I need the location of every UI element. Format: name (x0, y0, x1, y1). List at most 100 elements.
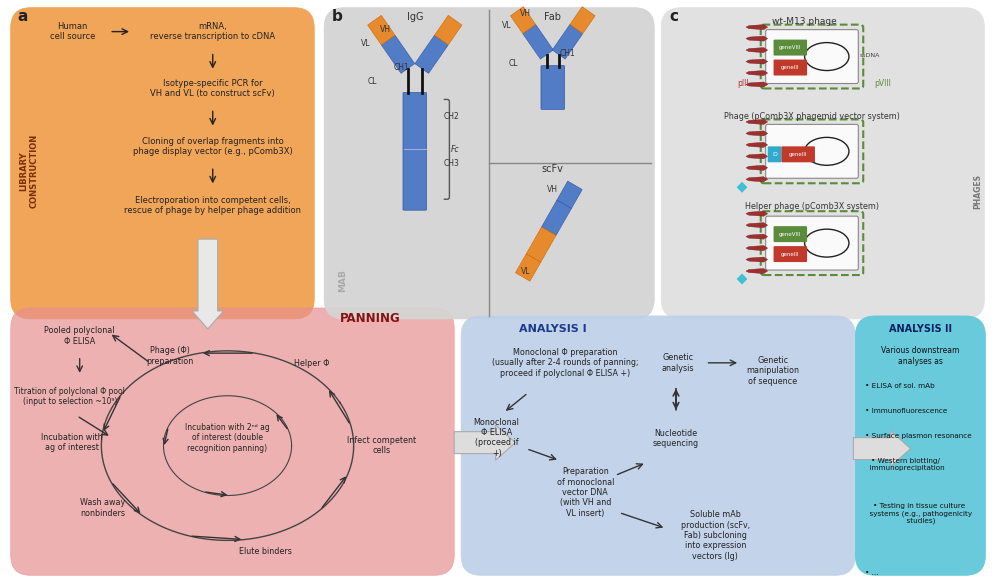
Text: Electroporation into competent cells,
rescue of phage by helper phage addition: Electroporation into competent cells, re… (124, 195, 301, 215)
Text: c: c (670, 9, 679, 24)
Text: pVIII: pVIII (875, 79, 891, 88)
FancyBboxPatch shape (766, 30, 858, 84)
Text: Genetic
analysis: Genetic analysis (662, 353, 694, 372)
Polygon shape (542, 200, 571, 235)
Text: Elute binders: Elute binders (239, 547, 292, 555)
Polygon shape (746, 70, 768, 76)
Polygon shape (746, 120, 768, 124)
Polygon shape (746, 246, 768, 250)
Text: ANALYSIS I: ANALYSIS I (519, 324, 587, 334)
FancyBboxPatch shape (11, 308, 454, 575)
Polygon shape (737, 182, 747, 193)
Polygon shape (746, 223, 768, 228)
FancyBboxPatch shape (774, 246, 807, 262)
Text: Phage (pComb3X phagemid vector system): Phage (pComb3X phagemid vector system) (724, 112, 900, 121)
Text: Genetic
manipulation
of sequence: Genetic manipulation of sequence (746, 356, 799, 386)
Polygon shape (746, 211, 768, 216)
Polygon shape (746, 82, 768, 87)
Text: • ...: • ... (865, 571, 879, 576)
Text: Human
cell source: Human cell source (50, 22, 95, 41)
Text: geneVIII: geneVIII (779, 45, 802, 50)
Polygon shape (523, 24, 553, 59)
Text: • Surface plasmon resonance: • Surface plasmon resonance (865, 433, 972, 439)
FancyBboxPatch shape (774, 60, 807, 76)
Text: Helper phage (pComb3X system): Helper phage (pComb3X system) (745, 202, 879, 211)
Text: • ELISA of sol. mAb: • ELISA of sol. mAb (865, 383, 935, 389)
Polygon shape (510, 6, 536, 34)
FancyArrow shape (454, 425, 515, 460)
Polygon shape (746, 166, 768, 170)
Text: CH3: CH3 (443, 159, 459, 168)
Text: geneIII: geneIII (781, 65, 800, 70)
Text: CL: CL (509, 59, 518, 68)
Polygon shape (746, 48, 768, 52)
Text: VH: VH (547, 185, 558, 193)
FancyBboxPatch shape (766, 216, 858, 270)
FancyBboxPatch shape (774, 226, 807, 242)
Text: geneIII: geneIII (789, 152, 808, 157)
Text: Monoclonal Φ preparation
(usually after 2-4 rounds of panning;
proceed if polycl: Monoclonal Φ preparation (usually after … (492, 348, 639, 378)
Text: b: b (331, 9, 342, 24)
Text: VL: VL (361, 39, 370, 48)
Text: Various downstream
analyses as: Various downstream analyses as (881, 346, 960, 365)
Text: Fᴄ: Fᴄ (451, 145, 460, 154)
FancyBboxPatch shape (768, 146, 781, 162)
Text: a: a (17, 9, 28, 24)
FancyBboxPatch shape (11, 8, 314, 319)
Text: VH: VH (380, 25, 391, 34)
Text: geneVIII: geneVIII (779, 232, 802, 236)
Text: MAB: MAB (338, 270, 347, 292)
Text: • Testing in tissue culture
  systems (e.g., pathogenicity
  studies): • Testing in tissue culture systems (e.g… (865, 504, 972, 525)
Text: PHAGES: PHAGES (973, 174, 982, 209)
Polygon shape (746, 142, 768, 148)
Polygon shape (368, 15, 395, 45)
Polygon shape (381, 35, 415, 73)
Polygon shape (746, 36, 768, 41)
Text: IgG: IgG (407, 12, 423, 21)
Polygon shape (746, 59, 768, 64)
FancyBboxPatch shape (774, 40, 807, 56)
Polygon shape (746, 154, 768, 159)
Text: VH: VH (520, 9, 531, 18)
Text: Infect competent
cells: Infect competent cells (347, 436, 416, 456)
FancyBboxPatch shape (766, 124, 858, 178)
Text: Fab: Fab (544, 12, 561, 21)
Text: Incubation with
ag of interest: Incubation with ag of interest (41, 433, 103, 452)
FancyBboxPatch shape (403, 92, 427, 210)
FancyBboxPatch shape (324, 8, 654, 319)
Text: LIBRARY
CONSTRUCTION: LIBRARY CONSTRUCTION (20, 134, 39, 209)
Text: VL: VL (502, 21, 511, 30)
Polygon shape (746, 131, 768, 136)
Polygon shape (737, 274, 747, 285)
Text: PANNING: PANNING (340, 313, 401, 325)
Polygon shape (570, 6, 595, 34)
Text: Isotype-specific PCR for
VH and VL (to construct scFv): Isotype-specific PCR for VH and VL (to c… (150, 79, 275, 98)
Polygon shape (557, 181, 582, 209)
Text: • Western blotting/
  immunoprecipitation: • Western blotting/ immunoprecipitation (865, 458, 945, 471)
Polygon shape (415, 35, 448, 73)
Polygon shape (746, 24, 768, 30)
Text: CH2: CH2 (443, 112, 459, 121)
Text: pIII: pIII (737, 79, 749, 88)
Text: Pooled polyclonal
Φ ELISA: Pooled polyclonal Φ ELISA (44, 326, 115, 346)
Text: Titration of polyclonal Φ pool
(input to selection ~10⁹): Titration of polyclonal Φ pool (input to… (14, 387, 125, 407)
Text: geneIII: geneIII (781, 252, 800, 257)
FancyBboxPatch shape (461, 316, 855, 575)
Polygon shape (435, 15, 462, 45)
Text: Phage (Φ)
preparation: Phage (Φ) preparation (146, 346, 194, 365)
Text: VL: VL (521, 267, 531, 275)
FancyBboxPatch shape (661, 8, 984, 319)
Polygon shape (746, 268, 768, 274)
Text: CL: CL (368, 77, 377, 86)
Text: CH1: CH1 (394, 63, 410, 72)
Polygon shape (746, 177, 768, 182)
FancyBboxPatch shape (541, 66, 565, 109)
FancyBboxPatch shape (781, 146, 815, 162)
Polygon shape (746, 234, 768, 239)
Text: ssDNA: ssDNA (859, 53, 880, 58)
Polygon shape (746, 257, 768, 262)
FancyArrow shape (192, 239, 224, 329)
Text: CH1: CH1 (560, 49, 575, 58)
Text: D: D (772, 152, 777, 157)
Polygon shape (515, 254, 541, 281)
